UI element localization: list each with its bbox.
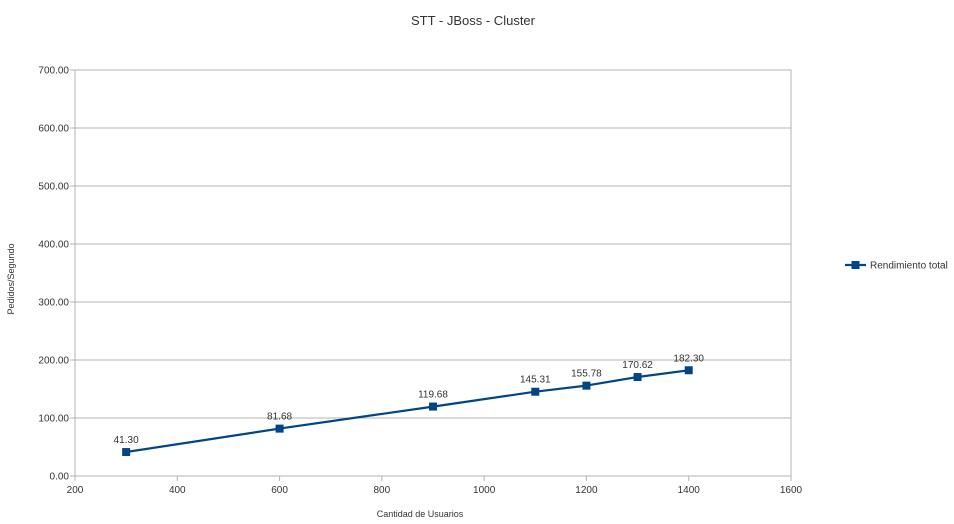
y-tick-label: 100.00	[38, 414, 69, 425]
data-point	[582, 381, 591, 390]
data-point	[122, 448, 131, 457]
legend-marker	[851, 261, 860, 269]
y-tick-label: 0.00	[50, 472, 70, 483]
plot-area: 0.00 100.00 200.00 300.00 400.00 500.00 600.00…	[38, 66, 802, 497]
y-tick-label: 500.00	[38, 182, 69, 193]
y-tick-label: 200.00	[38, 356, 69, 367]
plot-border	[74, 69, 792, 477]
data-label: 81.68	[267, 412, 292, 423]
data-point	[531, 387, 540, 396]
data-point	[633, 373, 642, 382]
y-tick-label: 700.00	[38, 66, 69, 77]
x-tick-label: 800	[374, 485, 391, 496]
data-point	[684, 366, 693, 375]
x-tick-label: 1600	[780, 485, 803, 496]
data-label: 170.62	[622, 360, 653, 371]
x-tick-label: 600	[271, 485, 288, 496]
x-tick-label: 1000	[473, 485, 496, 496]
legend-label: Rendimiento total	[870, 261, 948, 272]
data-label: 41.30	[114, 435, 139, 446]
x-axis-title: Cantidad de Usuarios	[377, 509, 464, 519]
x-tick-label: 200	[67, 485, 84, 496]
y-tick-label: 300.00	[38, 298, 69, 309]
y-tick-label: 600.00	[38, 124, 69, 135]
chart-title: STT - JBoss - Cluster	[411, 13, 536, 28]
x-tick-label: 1400	[678, 485, 701, 496]
x-tick-label: 400	[169, 485, 186, 496]
legend: Rendimiento total	[845, 261, 948, 272]
data-label: 155.78	[571, 369, 602, 380]
data-label: 182.30	[673, 353, 704, 364]
data-label: 119.68	[418, 390, 448, 401]
data-point	[275, 424, 284, 433]
series-line	[125, 369, 689, 454]
y-axis-title: Pedidos/Segundo	[6, 243, 16, 314]
y-tick-label: 400.00	[38, 240, 69, 251]
x-tick-label: 1200	[575, 485, 598, 496]
data-label: 145.31	[520, 375, 551, 386]
data-point	[429, 402, 437, 411]
